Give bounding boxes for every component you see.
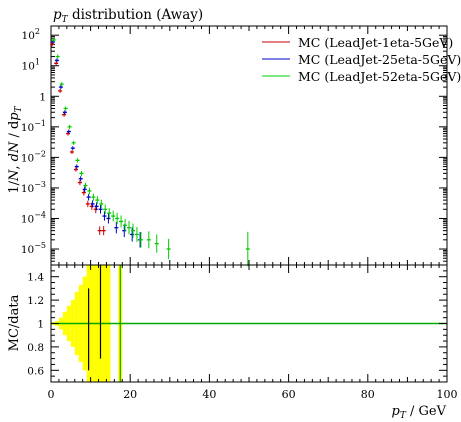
series-2 (50, 39, 143, 248)
x-tick-label: 0 (48, 388, 55, 401)
legend-label-1: MC (LeadJet-1eta-5GeV) (298, 35, 453, 50)
main-y-axis: 10−5 10−4 10−3 10−2 10−1 1 101 102 (21, 25, 447, 266)
chart-title: pT distribution (Away) (53, 7, 203, 25)
main-y-tick-label: 101 (22, 58, 40, 73)
ratio-points (88, 265, 121, 382)
x-tick-label: 20 (123, 388, 137, 401)
legend: MC (LeadJet-1eta-5GeV) MC (LeadJet-25eta… (262, 35, 461, 84)
x-tick-label: 60 (282, 388, 296, 401)
main-y-tick-label: 1 (39, 91, 46, 103)
series-1 (50, 42, 106, 236)
x-tick-label: 40 (202, 388, 216, 401)
main-y-tick-label: 10−3 (21, 180, 46, 195)
ratio-y-tick-label: 1 (37, 319, 44, 331)
main-y-tick-label: 10−2 (21, 149, 46, 164)
main-y-tick-label: 102 (22, 27, 40, 42)
ratio-y-tick-label: 0.6 (27, 365, 44, 377)
ratio-y-tick-label: 1.2 (27, 295, 44, 307)
x-axis: 0 20 40 60 80 100 (48, 265, 458, 401)
main-panel: 10−5 10−4 10−3 10−2 10−1 1 101 102 1/N, dN / dp… (7, 25, 448, 267)
x-axis-label: pT / GeV (392, 404, 447, 421)
ratio-y-tick-label: 0.8 (27, 342, 44, 354)
ratio-y-tick-label: 1.4 (27, 272, 44, 284)
legend-label-2: MC (LeadJet-25eta-5GeV) (298, 52, 461, 67)
main-y-label: 1/N, dN / dpT (7, 105, 24, 193)
main-y-tick-label: 10−4 (21, 210, 46, 225)
x-tick-label: 80 (361, 388, 375, 401)
main-y-tick-label: 10−5 (21, 241, 46, 256)
ratio-panel: 0.6 0.8 1 1.2 1.4 0 20 40 60 80 100 MC/data pT / … (7, 264, 458, 421)
legend-label-3: MC (LeadJet-52eta-5GeV) (298, 69, 461, 84)
x-tick-label: 100 (437, 388, 458, 401)
ratio-y-axis: 0.6 0.8 1 1.2 1.4 (27, 264, 447, 383)
series-3 (51, 37, 250, 267)
main-series (50, 37, 250, 267)
ratio-y-label: MC/data (7, 294, 22, 351)
main-y-tick-label: 10−1 (21, 119, 46, 134)
